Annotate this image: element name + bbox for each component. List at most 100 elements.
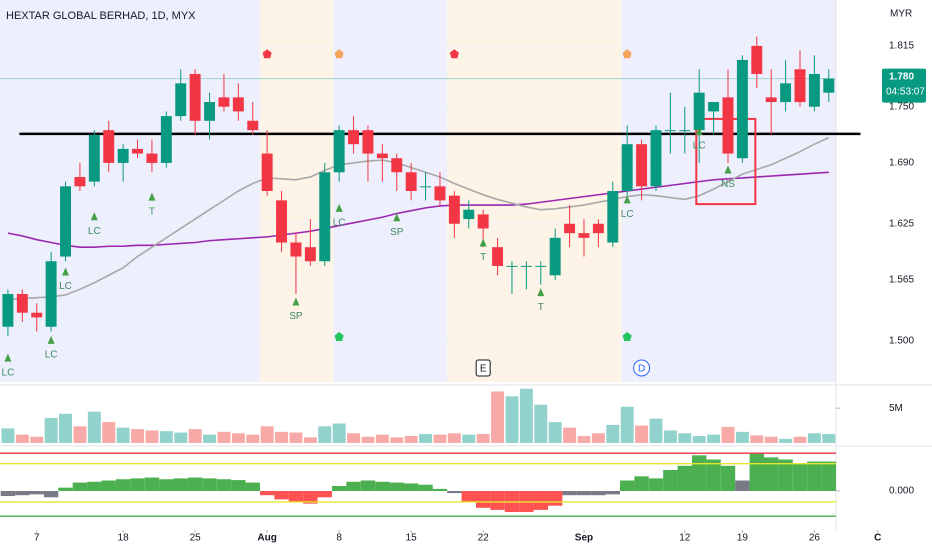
candle-body (290, 242, 302, 257)
candle-body (88, 134, 100, 182)
volume-bar (188, 429, 202, 443)
zone (447, 0, 622, 382)
label-arrow (393, 213, 401, 222)
candle-body (794, 69, 806, 103)
x-tick-label: 18 (118, 533, 130, 544)
candle-body (592, 223, 604, 234)
volume-bar (519, 388, 533, 443)
volume-bar (793, 436, 807, 443)
oscillator-bar (677, 465, 692, 491)
zone (0, 0, 260, 382)
oscillator-bar (735, 480, 750, 491)
volume-bar (649, 418, 663, 443)
volume-bar (44, 417, 58, 443)
candle-body (736, 59, 748, 159)
oscillator-bar (331, 485, 347, 491)
moving-average (7, 171, 829, 248)
y-tick-label: 1.750 (889, 101, 914, 112)
event-badge (475, 359, 491, 377)
pattern-label: LC (2, 367, 15, 378)
volume-bar (577, 436, 591, 443)
volume-bar (447, 433, 461, 443)
volume-bar (419, 433, 433, 443)
oscillator-bar (821, 461, 836, 491)
volume-bar (606, 424, 620, 443)
pattern-label: LC (333, 217, 346, 228)
chart-title: HEXTAR GLOBAL BERHAD, 1D, MYX (6, 10, 196, 22)
oscillator-bar (29, 491, 44, 495)
oscillator-bar (115, 479, 131, 491)
oscillator-bar (87, 481, 102, 491)
volume-bar (678, 433, 692, 443)
candle-body (261, 153, 273, 191)
candle-body (405, 172, 417, 191)
pattern-label: LC (621, 209, 634, 220)
volume-bar (116, 427, 130, 443)
volume-bar (332, 423, 346, 443)
moving-average (7, 136, 830, 301)
x-tick-label: 25 (190, 533, 202, 544)
candle-body (520, 265, 532, 267)
candle-body (175, 83, 187, 117)
oscillator-bar (634, 476, 649, 491)
candle-body (578, 233, 590, 238)
volume-bar (361, 436, 375, 443)
event-label: E (480, 364, 487, 375)
candle-body (60, 186, 71, 257)
oscillator-bar (130, 478, 145, 491)
oscillator-bar (346, 481, 361, 491)
volume-bar (548, 422, 562, 443)
label-arrow (479, 238, 487, 247)
label-arrow (623, 195, 631, 204)
candle-body (376, 153, 388, 159)
volume-bar (260, 426, 274, 443)
volume-bar (735, 431, 749, 443)
oscillator-bar (461, 491, 476, 502)
candle-body (463, 209, 475, 220)
pattern-label: LC (88, 226, 101, 237)
volume-bar (203, 434, 217, 443)
oscillator-bar (231, 480, 246, 491)
x-tick-label: Aug (257, 533, 276, 544)
oscillator-bar (778, 459, 793, 491)
volume-bar (289, 432, 303, 443)
oscillator-bar (447, 491, 462, 494)
volume-bar (275, 431, 289, 443)
oscillator-bar (475, 491, 491, 508)
candle-body (664, 130, 676, 132)
candle-body (564, 223, 576, 234)
pattern-label: LC (45, 350, 58, 361)
currency: MYR (890, 9, 912, 20)
candle-body (636, 144, 648, 187)
label-arrow (335, 203, 343, 212)
candle-body (477, 214, 489, 229)
volume-bar (721, 426, 735, 443)
oscillator-bar (807, 461, 822, 491)
oscillator-bar (43, 491, 59, 498)
volume-bar (318, 426, 332, 443)
label-arrow (724, 165, 732, 174)
volume-bar (491, 391, 505, 443)
volume-bar (534, 404, 548, 443)
label-arrow (148, 192, 156, 201)
pattern-label: T (538, 302, 544, 313)
signal-marker (334, 49, 344, 59)
label-arrow (4, 353, 12, 362)
oscillator-bar (648, 478, 664, 491)
volume-bar (145, 430, 159, 443)
x-tick-label: 12 (679, 533, 691, 544)
oscillator-bar (159, 479, 174, 491)
candle-body (2, 293, 14, 327)
volume-bar (87, 411, 101, 443)
signal-marker (449, 49, 459, 59)
volume-bar (620, 406, 634, 443)
volume-bar (15, 434, 29, 443)
candle-body (218, 97, 230, 107)
oscillator-bar (274, 491, 289, 500)
signal-marker (334, 332, 344, 342)
volume-bar (246, 434, 260, 443)
oscillator-bar (691, 455, 707, 491)
candle-body (247, 120, 259, 131)
volume-bar (347, 433, 361, 443)
